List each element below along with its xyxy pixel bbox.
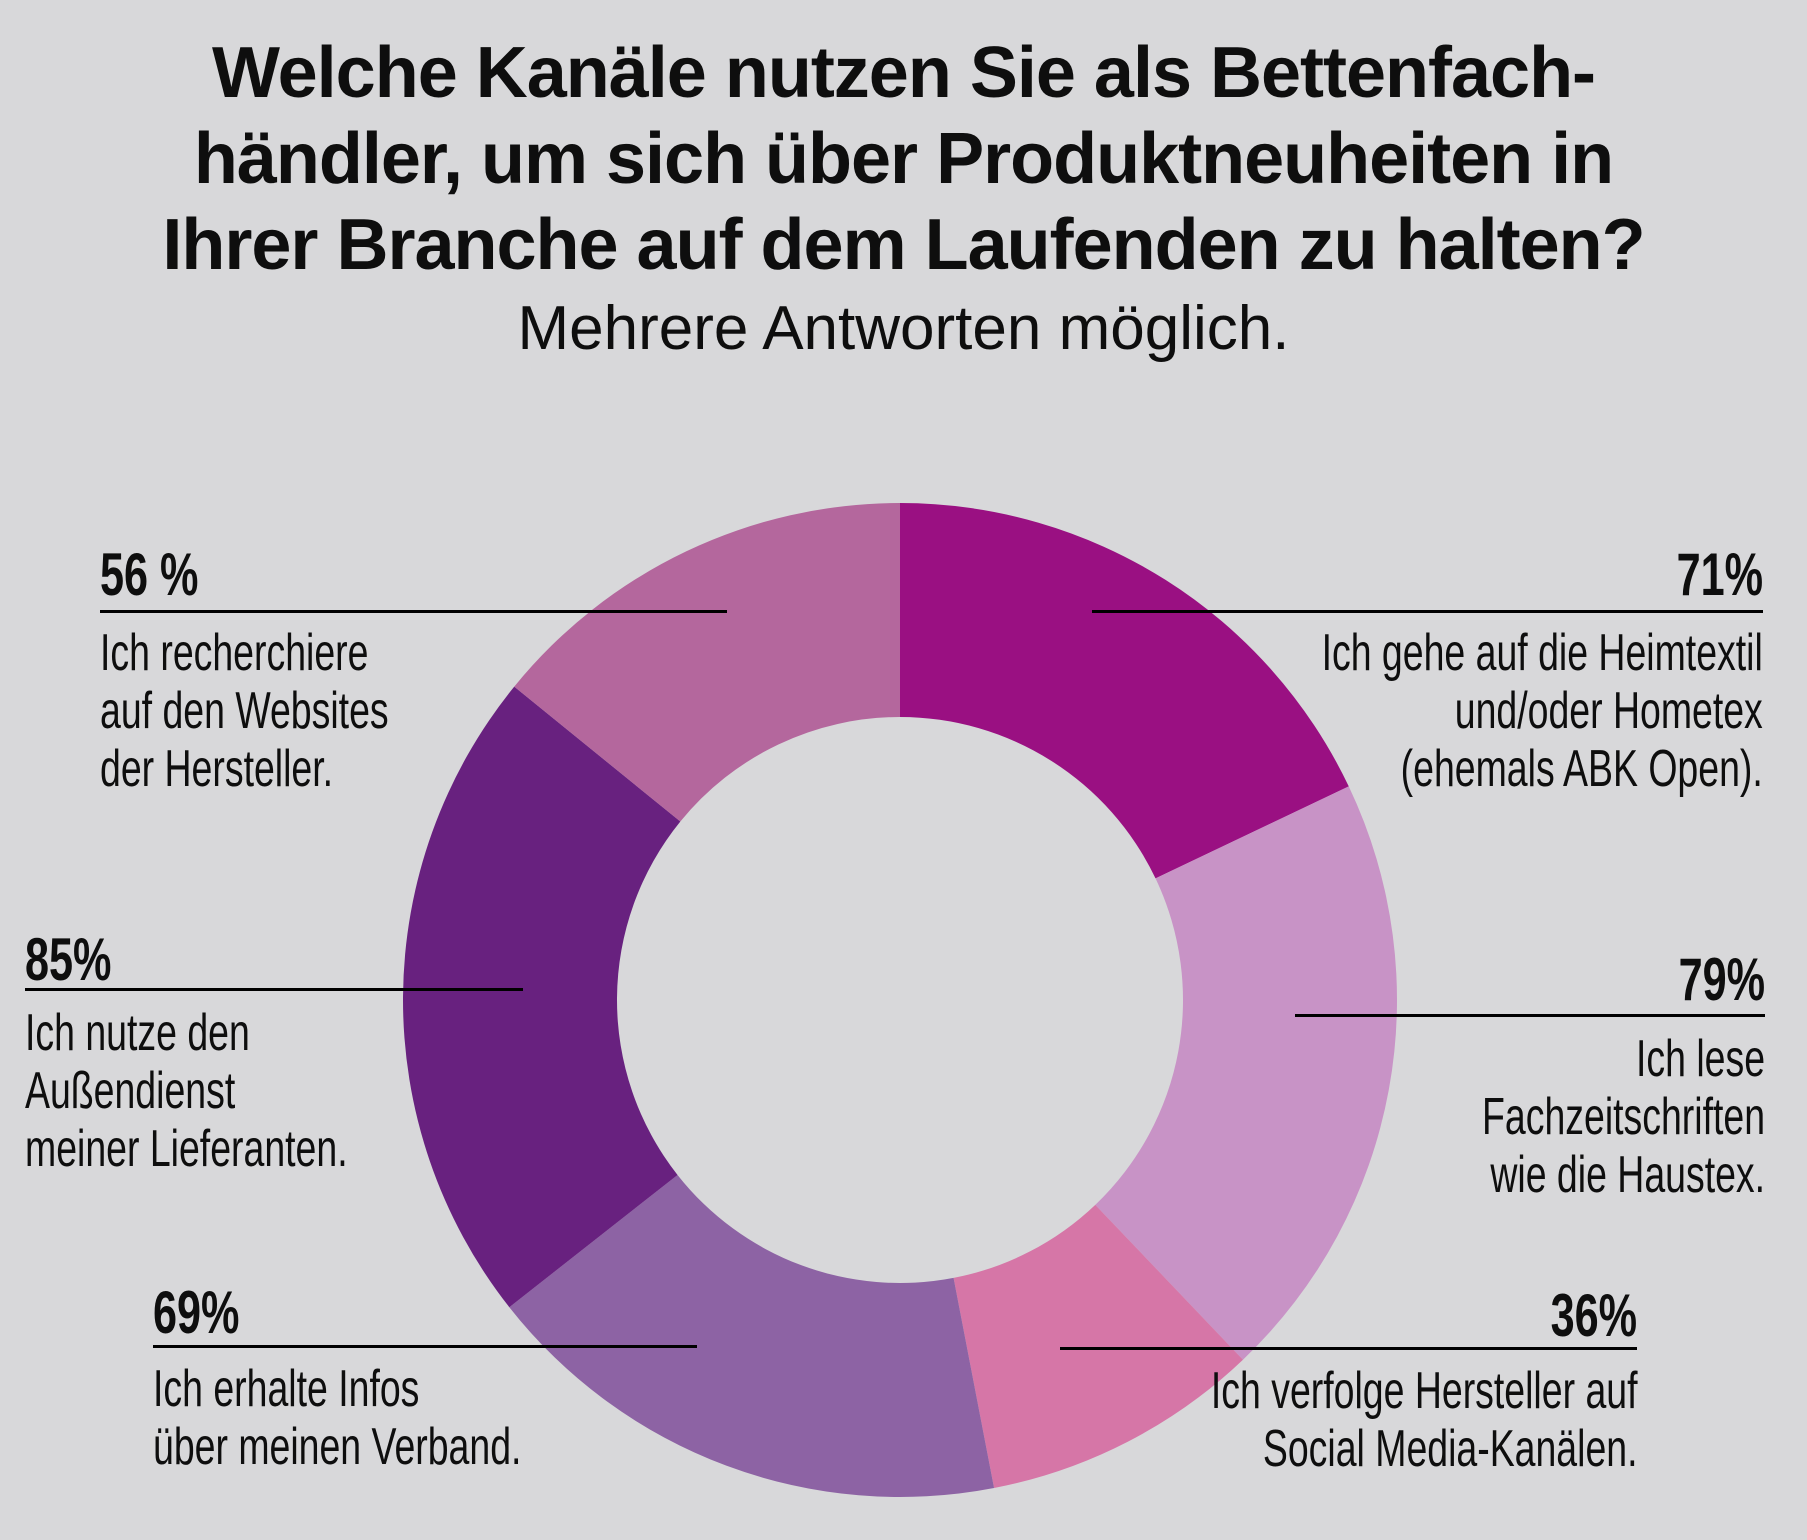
- callout-text-79-line3: wie die Haustex.: [1490, 1146, 1765, 1204]
- callout-pct-69: 69%: [153, 1279, 240, 1346]
- callout-text-85-line3: meiner Lieferanten.: [25, 1120, 348, 1178]
- callout-text-69: Ich erhalte Infos über meinen Verband.: [153, 1360, 521, 1476]
- callout-text-36-line1: Ich verfolge Hersteller auf: [1210, 1362, 1637, 1420]
- title-line-3: Ihrer Branche auf dem Laufenden zu halte…: [162, 205, 1645, 285]
- donut-segment-36: [953, 1204, 1243, 1489]
- callout-pct-79: 79%: [1678, 946, 1765, 1013]
- donut-segment-69: [509, 1174, 995, 1498]
- callout-pct-85: 85%: [25, 926, 112, 993]
- donut-segment-79: [1095, 786, 1397, 1360]
- callout-line-56: [100, 610, 727, 613]
- callout-line-71: [1092, 610, 1763, 613]
- callout-line-36: [1060, 1347, 1637, 1350]
- callout-pct-71: 71%: [1676, 541, 1763, 608]
- callout-text-71: Ich gehe auf die Heimtextil und/oder Hom…: [1322, 624, 1763, 798]
- callout-line-79: [1295, 1014, 1765, 1017]
- donut-segment-71: [900, 503, 1349, 879]
- donut-segment-85: [403, 686, 681, 1308]
- page-subtitle: Mehrere Antworten möglich.: [517, 294, 1290, 363]
- page-title: Welche Kanäle nutzen Sie als Bettenfach-…: [0, 30, 1807, 288]
- callout-text-56-line1: Ich recherchiere: [100, 624, 369, 682]
- callout-text-36: Ich verfolge Hersteller auf Social Media…: [1210, 1362, 1637, 1478]
- callout-text-71-line1: Ich gehe auf die Heimtextil: [1321, 624, 1763, 682]
- callout-text-36-line2: Social Media-Kanälen.: [1262, 1420, 1637, 1478]
- callout-pct-56: 56 %: [100, 541, 199, 608]
- callout-text-85-line2: Außendienst: [25, 1062, 236, 1120]
- callout-text-85-line1: Ich nutze den: [25, 1004, 250, 1062]
- callout-text-69-line2: über meinen Verband.: [153, 1418, 522, 1476]
- callout-text-69-line1: Ich erhalte Infos: [153, 1360, 420, 1418]
- callout-text-71-line2: und/oder Hometex: [1454, 682, 1763, 740]
- callout-line-69: [153, 1345, 697, 1348]
- title-line-1: Welche Kanäle nutzen Sie als Bettenfach-: [211, 33, 1596, 113]
- callout-text-85: Ich nutze den Außendienst meiner Liefera…: [25, 1004, 348, 1178]
- title-line-2: händler, um sich über Produktneuheiten i…: [193, 119, 1614, 199]
- callout-text-79: Ich lese Fachzeitschriften wie die Haust…: [1482, 1030, 1765, 1204]
- callout-text-56-line3: der Hersteller.: [100, 740, 334, 798]
- callout-pct-36: 36%: [1550, 1282, 1637, 1349]
- callout-text-79-line1: Ich lese: [1635, 1030, 1765, 1088]
- donut-segment-56: [514, 503, 900, 822]
- callout-line-85: [25, 988, 523, 991]
- callout-text-79-line2: Fachzeitschriften: [1482, 1088, 1765, 1146]
- callout-text-71-line3: (ehemals ABK Open).: [1400, 740, 1763, 798]
- callout-text-56: Ich recherchiere auf den Websites der He…: [100, 624, 389, 798]
- callout-text-56-line2: auf den Websites: [100, 682, 389, 740]
